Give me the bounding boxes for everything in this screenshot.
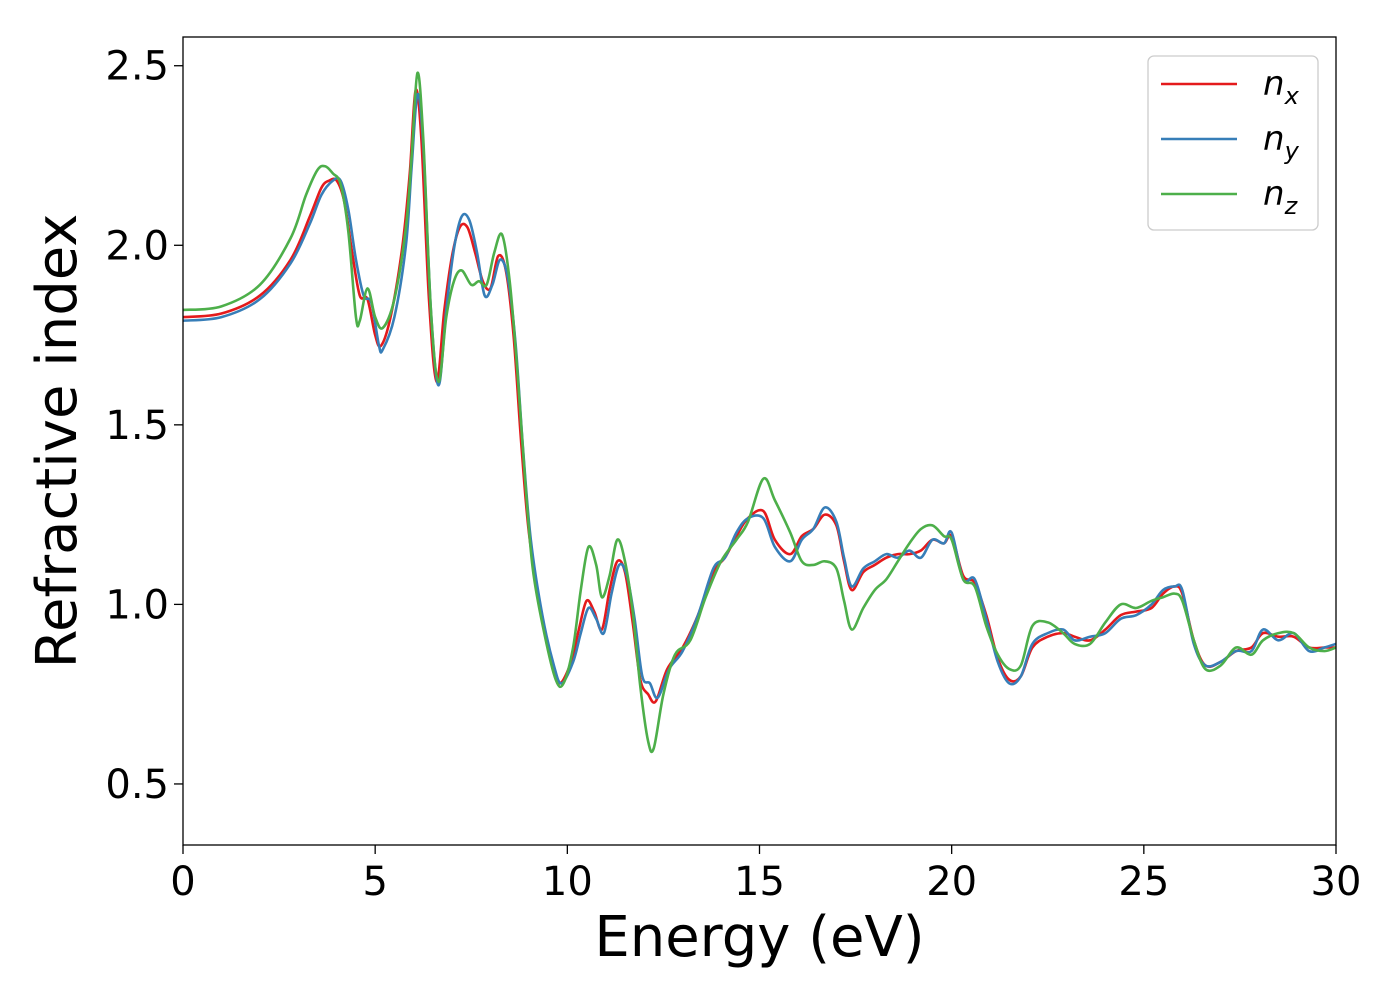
- x-tick-label: 20: [926, 859, 977, 905]
- y-tick-label: 1.0: [105, 582, 169, 628]
- legend-box: [1147, 55, 1319, 231]
- x-tick-label: 0: [170, 859, 195, 905]
- plot-background: [183, 37, 1336, 845]
- y-axis-ticks: 0.5 1.0 1.5 2.0 2.5: [105, 44, 183, 808]
- x-tick-label: 25: [1118, 859, 1169, 905]
- y-tick-label: 2.0: [105, 223, 169, 269]
- legend-label-nz: nz: [1263, 174, 1299, 220]
- x-axis-label: Energy (eV): [594, 905, 924, 970]
- y-tick-label: 2.5: [105, 44, 169, 90]
- x-axis-ticks: 0 5 10 15 20 25 30: [170, 845, 1361, 905]
- legend-label-nx: nx: [1263, 64, 1300, 110]
- series-layer: [183, 71, 1336, 754]
- y-tick-label: 0.5: [105, 762, 169, 808]
- y-axis-label: Refractive index: [25, 214, 90, 669]
- legend-label-ny: ny: [1263, 119, 1300, 165]
- series-line-nz: [183, 71, 1336, 754]
- legend: nx ny nz: [1147, 55, 1319, 231]
- x-tick-label: 5: [362, 859, 387, 905]
- x-tick-label: 10: [542, 859, 593, 905]
- series-line-ny: [183, 92, 1336, 700]
- y-tick-label: 1.5: [105, 403, 169, 449]
- x-tick-label: 30: [1311, 859, 1362, 905]
- x-tick-label: 15: [734, 859, 785, 905]
